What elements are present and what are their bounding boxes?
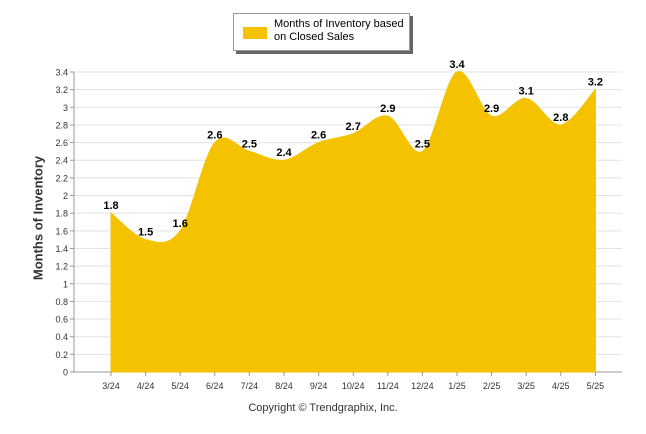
data-label: 2.8 — [553, 112, 568, 124]
y-tick-label: 2.2 — [55, 173, 68, 183]
copyright-text: Copyright © Trendgraphix, Inc. — [248, 402, 398, 414]
data-label: 2.9 — [484, 103, 499, 115]
y-tick-label: 0.4 — [55, 332, 68, 342]
data-label: 3.1 — [519, 85, 534, 97]
y-tick-label: 3.2 — [55, 85, 68, 95]
y-tick-label: 1.2 — [55, 262, 68, 272]
data-label: 1.6 — [173, 218, 188, 230]
y-tick-label: 0.6 — [55, 315, 68, 325]
data-label: 2.7 — [346, 121, 361, 133]
data-label: 2.5 — [415, 138, 430, 150]
y-tick-label: 1.6 — [55, 226, 68, 236]
y-axis-label: Months of Inventory — [30, 155, 46, 281]
y-tick-label: 1.8 — [55, 209, 68, 219]
x-tick-label: 9/24 — [310, 381, 328, 391]
x-tick-label: 2/25 — [483, 381, 501, 391]
y-tick-label: 0 — [63, 368, 68, 378]
x-tick-label: 11/24 — [377, 381, 399, 391]
x-tick-label: 4/25 — [552, 381, 570, 391]
x-tick-label: 6/24 — [206, 381, 224, 391]
data-label: 3.4 — [449, 59, 465, 71]
x-tick-label: 5/24 — [171, 381, 189, 391]
x-tick-labels: 3/24 4/24 5/24 6/24 7/24 8/24 9/24 10/24 11/24 12… — [102, 372, 604, 391]
x-tick-label: 4/24 — [137, 381, 155, 391]
x-tick-label: 3/24 — [102, 381, 120, 391]
y-tick-label: 3 — [63, 103, 68, 113]
y-tick-label: 2 — [63, 191, 68, 201]
x-tick-label: 10/24 — [342, 381, 365, 391]
area-series — [110, 71, 596, 373]
y-tick-label: 2.6 — [55, 138, 68, 148]
data-labels: 1.8 1.5 1.6 2.6 2.5 2.4 2.6 2.7 2.9 2.5 3.4 2.9 3.1 2… — [103, 59, 603, 239]
x-tick-label: 8/24 — [275, 381, 293, 391]
data-label: 2.5 — [242, 138, 257, 150]
legend-label: Months of Inventory based on Closed Sale… — [274, 18, 404, 43]
y-tick-label: 2.8 — [55, 120, 68, 130]
x-tick-label: 3/25 — [517, 381, 535, 391]
y-tick-label: 2.4 — [55, 156, 68, 166]
data-label: 1.8 — [103, 200, 118, 212]
y-tick-label: 0.8 — [55, 297, 68, 307]
x-tick-label: 1/25 — [448, 381, 466, 391]
x-tick-label: 12/24 — [411, 381, 434, 391]
y-tick-label: 3.4 — [55, 68, 68, 78]
legend: Months of Inventory based on Closed Sale… — [233, 13, 410, 51]
y-tick-labels: 0 0.2 0.4 0.6 0.8 1 1.2 1.4 1.6 1.8 2 2.2 2.4 2.6 2.8 3… — [55, 68, 68, 378]
data-label: 2.6 — [207, 130, 222, 142]
y-tick-label: 1 — [63, 279, 68, 289]
data-label: 1.5 — [138, 227, 153, 239]
data-label: 3.2 — [588, 77, 603, 89]
y-tick-label: 1.4 — [55, 244, 68, 254]
y-tick-label: 0.2 — [55, 350, 68, 360]
data-label: 2.4 — [276, 147, 292, 159]
x-tick-label: 5/25 — [587, 381, 605, 391]
legend-swatch — [243, 27, 267, 39]
area-fill — [110, 71, 596, 373]
data-label: 2.9 — [380, 103, 395, 115]
data-label: 2.6 — [311, 130, 326, 142]
x-tick-label: 7/24 — [241, 381, 259, 391]
